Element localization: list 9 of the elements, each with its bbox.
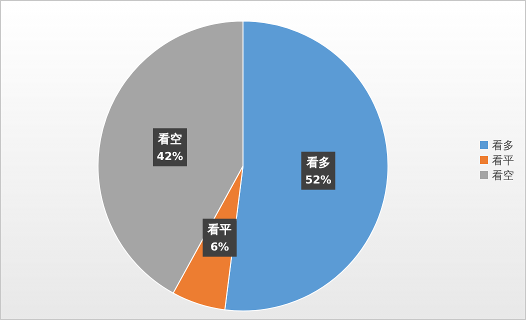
slice-label: 看空 [156,132,182,146]
slice-label: 看平 [206,222,232,237]
legend-label: 看空 [492,168,514,182]
data-label: 42% [156,150,184,164]
slice-label: 看多 [305,156,330,170]
slice-label: 看多 [492,138,514,152]
data-label: 52% [305,174,332,187]
data-label: 6% [210,240,230,254]
legend-label: 看平 [492,152,514,168]
